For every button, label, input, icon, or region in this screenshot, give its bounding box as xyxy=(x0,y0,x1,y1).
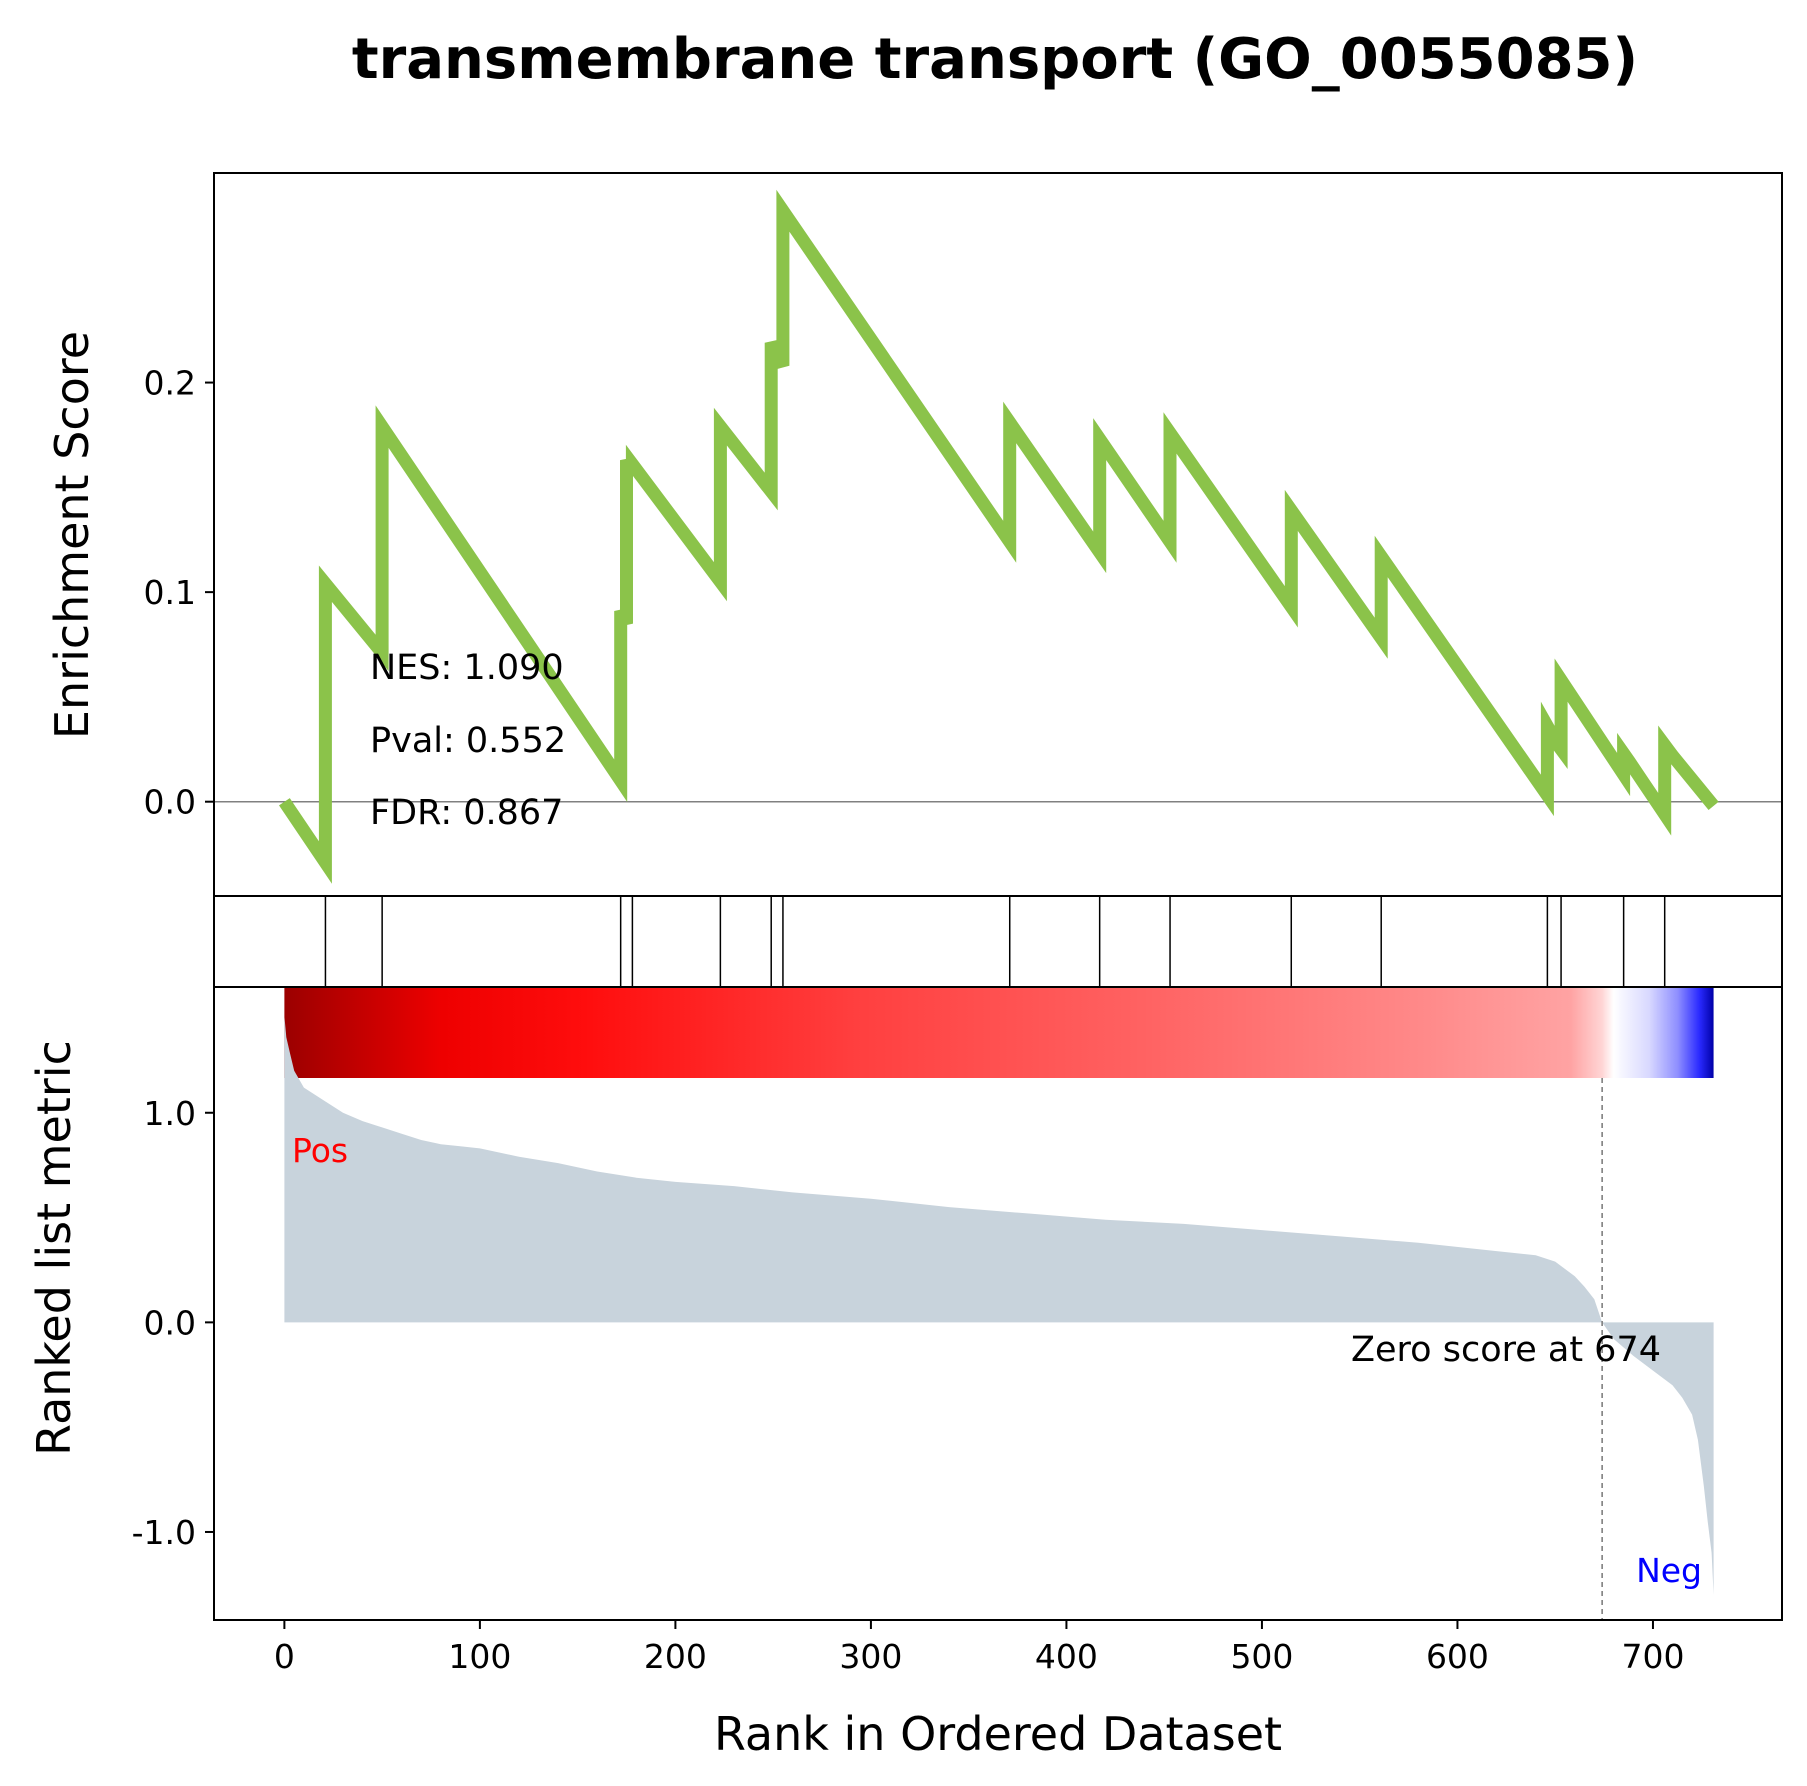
x-tick-label: 100 xyxy=(448,1637,511,1676)
x-tick-label: 200 xyxy=(644,1637,707,1676)
rank-y-tick-label: 1.0 xyxy=(144,1094,196,1133)
rank-y-tick-label: -1.0 xyxy=(132,1513,196,1552)
rank-y-axis-label: Ranked list metric xyxy=(27,1040,81,1456)
es-y-ticks: 0.0 0.1 0.2 xyxy=(144,364,214,822)
x-tick-label: 500 xyxy=(1230,1637,1293,1676)
enrichment-score-line xyxy=(279,189,1719,884)
x-tick-label: 700 xyxy=(1621,1637,1684,1676)
es-y-tick-label: 0.0 xyxy=(144,783,196,822)
x-tick-label: 0 xyxy=(274,1637,295,1676)
pos-label: Pos xyxy=(292,1131,348,1170)
ranked-metric-panel: Zero score at 674 Pos Neg 1.0 0.0 -1.0 Ran… xyxy=(27,988,1714,1620)
ranked-metric-area xyxy=(284,1016,1714,1595)
rank-y-tick-label: 0.0 xyxy=(144,1303,196,1342)
rank-y-ticks: 1.0 0.0 -1.0 xyxy=(132,1094,214,1552)
x-axis-label: Rank in Ordered Dataset xyxy=(714,1707,1282,1761)
chart-title: transmembrane transport (GO_0055085) xyxy=(352,27,1638,92)
es-y-tick-label: 0.2 xyxy=(144,364,196,403)
pval-label: Pval: 0.552 xyxy=(370,721,566,761)
x-tick-label: 600 xyxy=(1426,1637,1489,1676)
es-y-tick-label: 0.1 xyxy=(144,573,196,612)
zero-score-label: Zero score at 674 xyxy=(1351,1330,1661,1370)
enrichment-score-panel: 0.0 0.1 0.2 NES: 1.090 Pval: 0.552 FDR: 0.… xyxy=(45,189,1782,884)
rank-panel-frame xyxy=(213,986,1783,1621)
x-tick-label: 400 xyxy=(1035,1637,1098,1676)
x-tick-label: 300 xyxy=(839,1637,902,1676)
fdr-label: FDR: 0.867 xyxy=(370,793,563,833)
rank-colorbar xyxy=(284,988,1714,1078)
neg-label: Neg xyxy=(1636,1551,1702,1590)
x-axis-ticks: 0 100 200 300 400 500 600 700 xyxy=(274,1620,1684,1676)
es-y-axis-label: Enrichment Score xyxy=(45,331,99,739)
nes-label: NES: 1.090 xyxy=(370,648,564,688)
gene-hits-panel xyxy=(324,896,1666,987)
